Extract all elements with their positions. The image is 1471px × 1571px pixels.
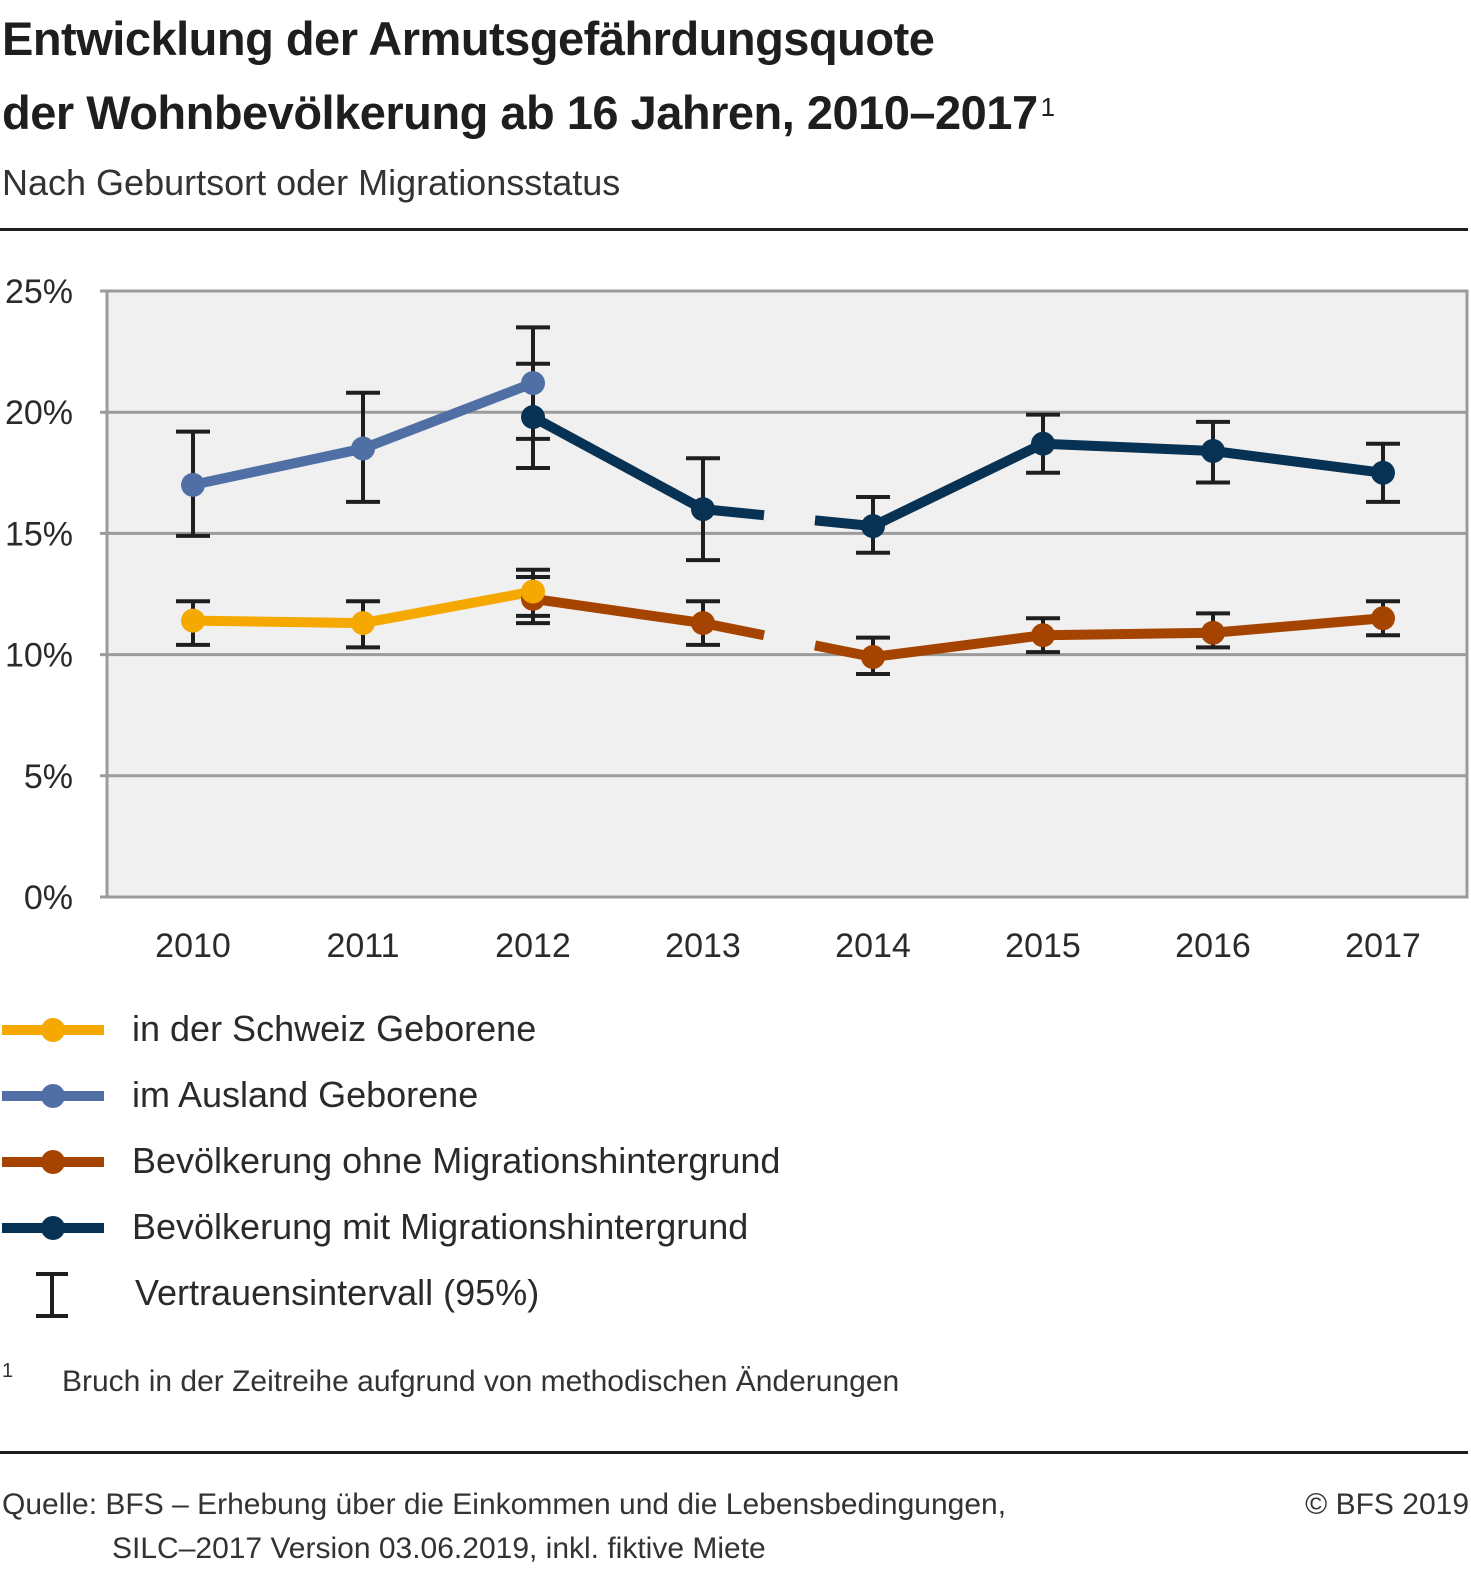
- legend-line-marker-icon: [2, 1216, 104, 1240]
- chart-subtitle: Nach Geburtsort oder Migrationsstatus: [2, 162, 621, 203]
- y-tick-label: 0%: [24, 879, 73, 917]
- legend-line-marker-icon: [2, 1018, 104, 1042]
- x-tick-label: 2013: [665, 927, 741, 965]
- data-point: [691, 497, 715, 522]
- data-point: [861, 514, 885, 539]
- series-line-segment: [358, 586, 538, 629]
- series-lines: [188, 378, 1388, 663]
- legend-label: in der Schweiz Geborene: [132, 1008, 537, 1049]
- series-line-segment: [868, 438, 1048, 532]
- source-line-1: Quelle: BFS – Erhebung über die Einkomme…: [2, 1488, 1007, 1521]
- series-line-segment: [358, 378, 538, 454]
- x-tick-label: 2011: [326, 927, 399, 965]
- series-line-segment: [528, 593, 708, 629]
- y-tick-label: 20%: [5, 394, 73, 432]
- legend-item-ausland: im Ausland Geborene: [0, 1066, 900, 1126]
- data-point: [181, 608, 205, 633]
- plot-background: [105, 289, 1469, 899]
- data-point: [1371, 460, 1395, 485]
- legend-line-marker-icon: [2, 1150, 104, 1174]
- top-divider: [0, 228, 1468, 231]
- x-tick-label: 2017: [1345, 927, 1421, 965]
- series-line-segment: [1038, 438, 1218, 456]
- data-point: [1201, 620, 1225, 645]
- chart-title: Entwicklung der Armutsgefährdungsquote d…: [2, 2, 1055, 150]
- title-line-2: der Wohnbevölkerung ab 16 Jahren, 2010–2…: [2, 86, 1038, 139]
- footnote-mark: 1: [2, 1360, 14, 1382]
- series-line-segment: [188, 443, 368, 490]
- data-point: [1371, 606, 1395, 631]
- legend-item-mit-migration: Bevölkerung mit Migrationshintergrund: [0, 1198, 900, 1258]
- source-note: Quelle: BFS – Erhebung über die Einkomme…: [2, 1483, 1006, 1571]
- y-tick-label: 5%: [24, 758, 73, 796]
- data-point: [521, 371, 545, 396]
- error-bar-icon: [36, 1272, 68, 1318]
- data-point: [691, 611, 715, 636]
- series-line-segment: [1208, 445, 1388, 478]
- legend-label: Bevölkerung mit Migrationshintergrund: [132, 1206, 749, 1247]
- data-point: [521, 405, 545, 430]
- data-point: [1031, 623, 1055, 648]
- data-point: [351, 611, 375, 636]
- series-line-segment: [1038, 627, 1218, 641]
- legend-item-schweiz: in der Schweiz Geborene: [0, 1000, 900, 1060]
- x-tick-label: 2012: [495, 927, 571, 965]
- bottom-divider: [0, 1451, 1468, 1454]
- title-line-1: Entwicklung der Armutsgefährdungsquote: [2, 12, 935, 65]
- footnote-text: Bruch in der Zeitreihe aufgrund von meth…: [62, 1365, 900, 1398]
- x-tick-label: 2010: [155, 927, 231, 965]
- legend-item-ohne-migration: Bevölkerung ohne Migrationshintergrund: [0, 1132, 900, 1192]
- series-group: [176, 325, 1400, 676]
- y-tick-label: 15%: [5, 515, 73, 553]
- y-axis: 0% 5% 10% 15% 20% 25%: [5, 273, 73, 917]
- data-point: [521, 579, 545, 604]
- source-line-2: SILC–2017 Version 03.06.2019, inkl. fikt…: [112, 1532, 766, 1565]
- y-tick-label: 25%: [5, 273, 73, 311]
- data-point: [1201, 438, 1225, 463]
- copyright: © BFS 2019: [1305, 1488, 1469, 1521]
- x-tick-label: 2016: [1175, 927, 1251, 965]
- legend-line-marker-icon: [2, 1084, 104, 1108]
- legend-label: Bevölkerung ohne Migrationshintergrund: [132, 1140, 781, 1181]
- series-line-segment: [188, 615, 368, 629]
- y-tick-label: 10%: [5, 637, 73, 675]
- x-axis: 2010 2011 2012 2013 2014 2015 2016 2017: [155, 927, 1421, 965]
- title-footnote-ref: 1: [1040, 92, 1055, 122]
- legend-item-confidence-interval: Vertrauensintervall (95%): [0, 1264, 900, 1324]
- series-line-segment: [868, 630, 1048, 663]
- legend-label: Vertrauensintervall (95%): [135, 1272, 540, 1313]
- series-line-segment: [528, 412, 708, 515]
- gridlines: [100, 289, 1467, 899]
- data-point: [1031, 431, 1055, 456]
- series-points: [181, 371, 1395, 670]
- data-point: [351, 436, 375, 461]
- data-point: [181, 472, 205, 497]
- x-tick-label: 2014: [835, 927, 911, 965]
- x-tick-label: 2015: [1005, 927, 1081, 965]
- legend-label: im Ausland Geborene: [132, 1074, 479, 1115]
- line-chart: 0%5%10%15%20%25% 2010 2011 2012 2013 2014 201…: [5, 273, 1469, 965]
- data-point: [861, 645, 885, 670]
- error-bar: [516, 325, 550, 470]
- series-line-segment: [1208, 613, 1388, 638]
